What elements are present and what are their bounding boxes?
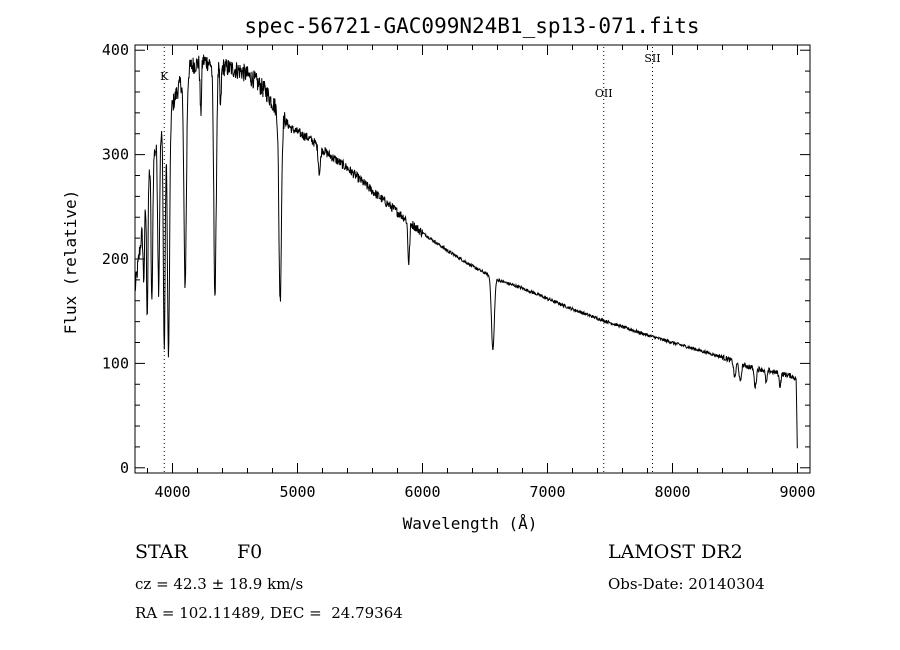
chart-title: spec-56721-GAC099N24B1_sp13-071.fits	[244, 14, 699, 38]
x-axis-label: Wavelength (Å)	[403, 514, 538, 533]
redshift-velocity: cz = 42.3 ± 18.9 km/s	[135, 575, 304, 593]
spectrum-line	[134, 54, 798, 449]
observation-date: Obs-Date: 20140304	[608, 575, 765, 593]
y-tick-label: 100	[102, 354, 129, 372]
spectral-line-label: SII	[644, 52, 660, 65]
x-tick-label: 6000	[404, 483, 440, 501]
x-tick-label: 5000	[279, 483, 315, 501]
object-class: STAR	[135, 541, 188, 563]
object-subclass: F0	[237, 541, 263, 563]
spectral-line-label: OII	[595, 87, 613, 100]
x-tick-label: 4000	[154, 483, 190, 501]
survey-name: LAMOST DR2	[608, 541, 743, 563]
spectral-line-label: K	[160, 70, 169, 83]
plot-area: 4000 5000 6000 7000 8000 9000 0 100 200 300 400 K OI…	[102, 41, 816, 501]
x-tick-label: 9000	[779, 483, 815, 501]
coordinates: RA = 102.11489, DEC = 24.79364	[135, 604, 403, 622]
y-tick-label: 400	[102, 41, 129, 59]
plot-frame	[134, 44, 811, 474]
y-tick-label: 200	[102, 250, 129, 268]
y-tick-label: 300	[102, 146, 129, 164]
x-tick-label: 8000	[654, 483, 690, 501]
y-axis-label: Flux (relative)	[61, 190, 80, 335]
y-tick-label: 0	[120, 459, 129, 477]
x-tick-label: 7000	[529, 483, 565, 501]
